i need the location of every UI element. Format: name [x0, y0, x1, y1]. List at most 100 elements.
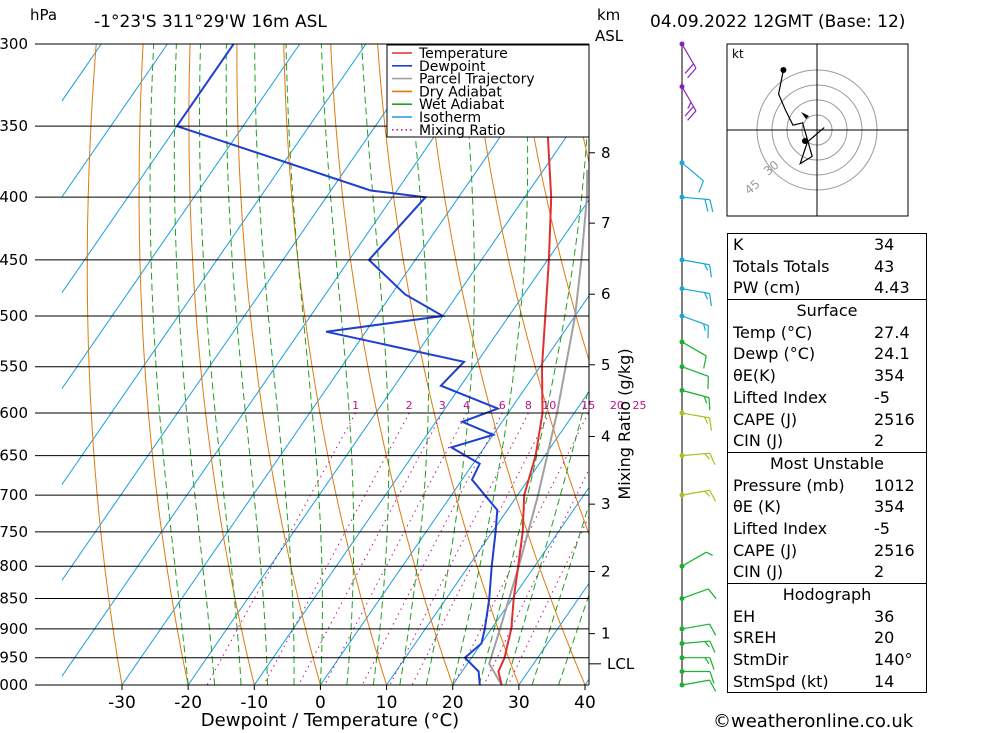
isotherm-line — [253, 199, 589, 685]
wet-adiabat-line — [199, 44, 242, 685]
dry-adiabat-line — [138, 44, 189, 685]
index-label: Totals Totals — [733, 256, 830, 276]
x-tick-label: 0 — [315, 693, 326, 713]
km-tick-label: 7 — [601, 214, 611, 232]
wind-barb-staff — [681, 623, 710, 630]
mixing-ratio-line — [324, 412, 468, 685]
isotherm-line — [62, 44, 499, 677]
mixing-ratio-label: 3 — [439, 399, 446, 412]
surface-row: Dewp (°C) 24.1 — [728, 343, 926, 365]
most-unstable-row: Lifted Index -5 — [728, 518, 926, 540]
index-row: K 34 — [728, 234, 926, 256]
hodograph-row: StmSpd (kt) 14 — [728, 671, 926, 693]
wind-barb-flag — [709, 489, 717, 502]
surface-label: Lifted Index — [733, 387, 828, 407]
most-unstable-label: Pressure (mb) — [733, 475, 845, 495]
most-unstable-row: θE (K) 354 — [728, 496, 926, 518]
wind-barb-staff — [681, 315, 709, 327]
hodograph-title: Hodograph — [728, 583, 926, 606]
mixing-ratio-label: 4 — [463, 399, 470, 412]
isotherm-line — [452, 486, 589, 685]
wet-adiabat-line — [285, 44, 323, 685]
legend-label: Parcel Trajectory — [419, 72, 535, 88]
surface-value: 27.4 — [874, 322, 910, 342]
wind-barb-flag — [704, 657, 710, 665]
isotherm-line — [62, 44, 168, 198]
most-unstable-label: Lifted Index — [733, 518, 828, 538]
hodograph-row: StmDir 140° — [728, 649, 926, 671]
wind-barb-flag — [709, 623, 717, 636]
pressure-tick-label: 350 — [0, 117, 28, 135]
surface-row: CIN (J) 2 — [728, 430, 926, 452]
surface-label: Temp (°C) — [733, 322, 813, 342]
index-row: PW (cm) 4.43 — [728, 277, 926, 299]
pressure-unit-label: hPa — [30, 6, 58, 24]
km-tick-label: 4 — [601, 427, 611, 445]
surface-value: -5 — [874, 387, 890, 407]
hodograph-storm-arrow — [801, 112, 809, 119]
most-unstable-label: CAPE (J) — [733, 540, 798, 560]
wind-barb-flag — [708, 293, 713, 307]
hodograph-value: 36 — [874, 606, 895, 626]
dry-adiabat-line — [940, 44, 1000, 685]
pressure-tick-label: 300 — [0, 35, 28, 53]
surface-title: Surface — [728, 299, 926, 322]
hodograph-label: SREH — [733, 628, 777, 648]
mixing-ratio-label: 20 — [610, 399, 624, 412]
isotherm-line — [187, 103, 589, 685]
surface-row: CAPE (J) 2516 — [728, 409, 926, 431]
wind-barb-staff — [681, 588, 709, 600]
most-unstable-label: θE (K) — [733, 497, 781, 517]
wind-barb-flag — [709, 657, 715, 670]
wind-barb-staff — [681, 196, 710, 201]
surface-row: Temp (°C) 27.4 — [728, 322, 926, 344]
index-row: Totals Totals 43 — [728, 256, 926, 278]
surface-label: CAPE (J) — [733, 409, 798, 429]
mixing-ratio-label: 2 — [406, 399, 413, 412]
wet-adiabat-line — [361, 44, 390, 685]
wet-adiabat-line — [173, 44, 216, 685]
datetime-title: 04.09.2022 12GMT (Base: 12) — [650, 12, 906, 32]
wind-barb-flag — [707, 588, 717, 600]
most-unstable-row: Pressure (mb) 1012 — [728, 475, 926, 497]
dry-adiabat-line — [86, 44, 123, 685]
pressure-tick-label: 800 — [0, 557, 28, 575]
wind-barb-staff — [681, 389, 710, 399]
wind-barb-flag — [704, 199, 709, 212]
wind-barb-flag — [705, 551, 713, 556]
parcel-trajectory-line — [488, 169, 589, 685]
wind-barb-flag — [687, 67, 697, 79]
most-unstable-value: 354 — [874, 497, 905, 517]
lcl-label: LCL — [607, 655, 635, 673]
most-unstable-value: -5 — [874, 518, 890, 538]
legend-label: Mixing Ratio — [419, 123, 505, 139]
legend-label: Temperature — [418, 46, 508, 62]
x-tick-label: 10 — [376, 693, 398, 713]
legend-label: Dry Adiabat — [419, 84, 502, 100]
wind-barb-flag — [704, 490, 711, 497]
wind-barb-flag — [687, 101, 692, 109]
wind-barb-flag — [704, 416, 709, 424]
pressure-tick-label: 450 — [0, 251, 28, 269]
wind-barb-flag — [708, 264, 713, 278]
km-tick-label: 2 — [601, 562, 611, 580]
km-tick-label: 8 — [601, 144, 611, 162]
pressure-tick-label: 950 — [0, 649, 28, 667]
wind-barb-flag — [704, 641, 710, 648]
hodograph-label: EH — [733, 606, 756, 626]
wind-barb-staff — [681, 288, 710, 295]
wind-barb-staff — [681, 412, 710, 419]
mixing-ratio-line — [361, 412, 503, 685]
wet-adiabat-line — [531, 502, 589, 685]
wind-barb-flag — [703, 323, 706, 331]
pressure-tick-label: 700 — [0, 486, 28, 504]
isotherm-line — [62, 44, 301, 390]
surface-label: Dewp (°C) — [733, 344, 816, 364]
wind-barb-staff — [681, 259, 710, 266]
x-axis-title: Dewpoint / Temperature (°C) — [201, 710, 459, 731]
copyright-link[interactable]: ©weatheronline.co.uk — [713, 711, 914, 732]
wind-barb-flag — [709, 671, 715, 684]
wind-barb-flag — [709, 199, 714, 213]
wind-barb-flag — [704, 292, 709, 300]
wet-adiabat-line — [558, 593, 589, 685]
